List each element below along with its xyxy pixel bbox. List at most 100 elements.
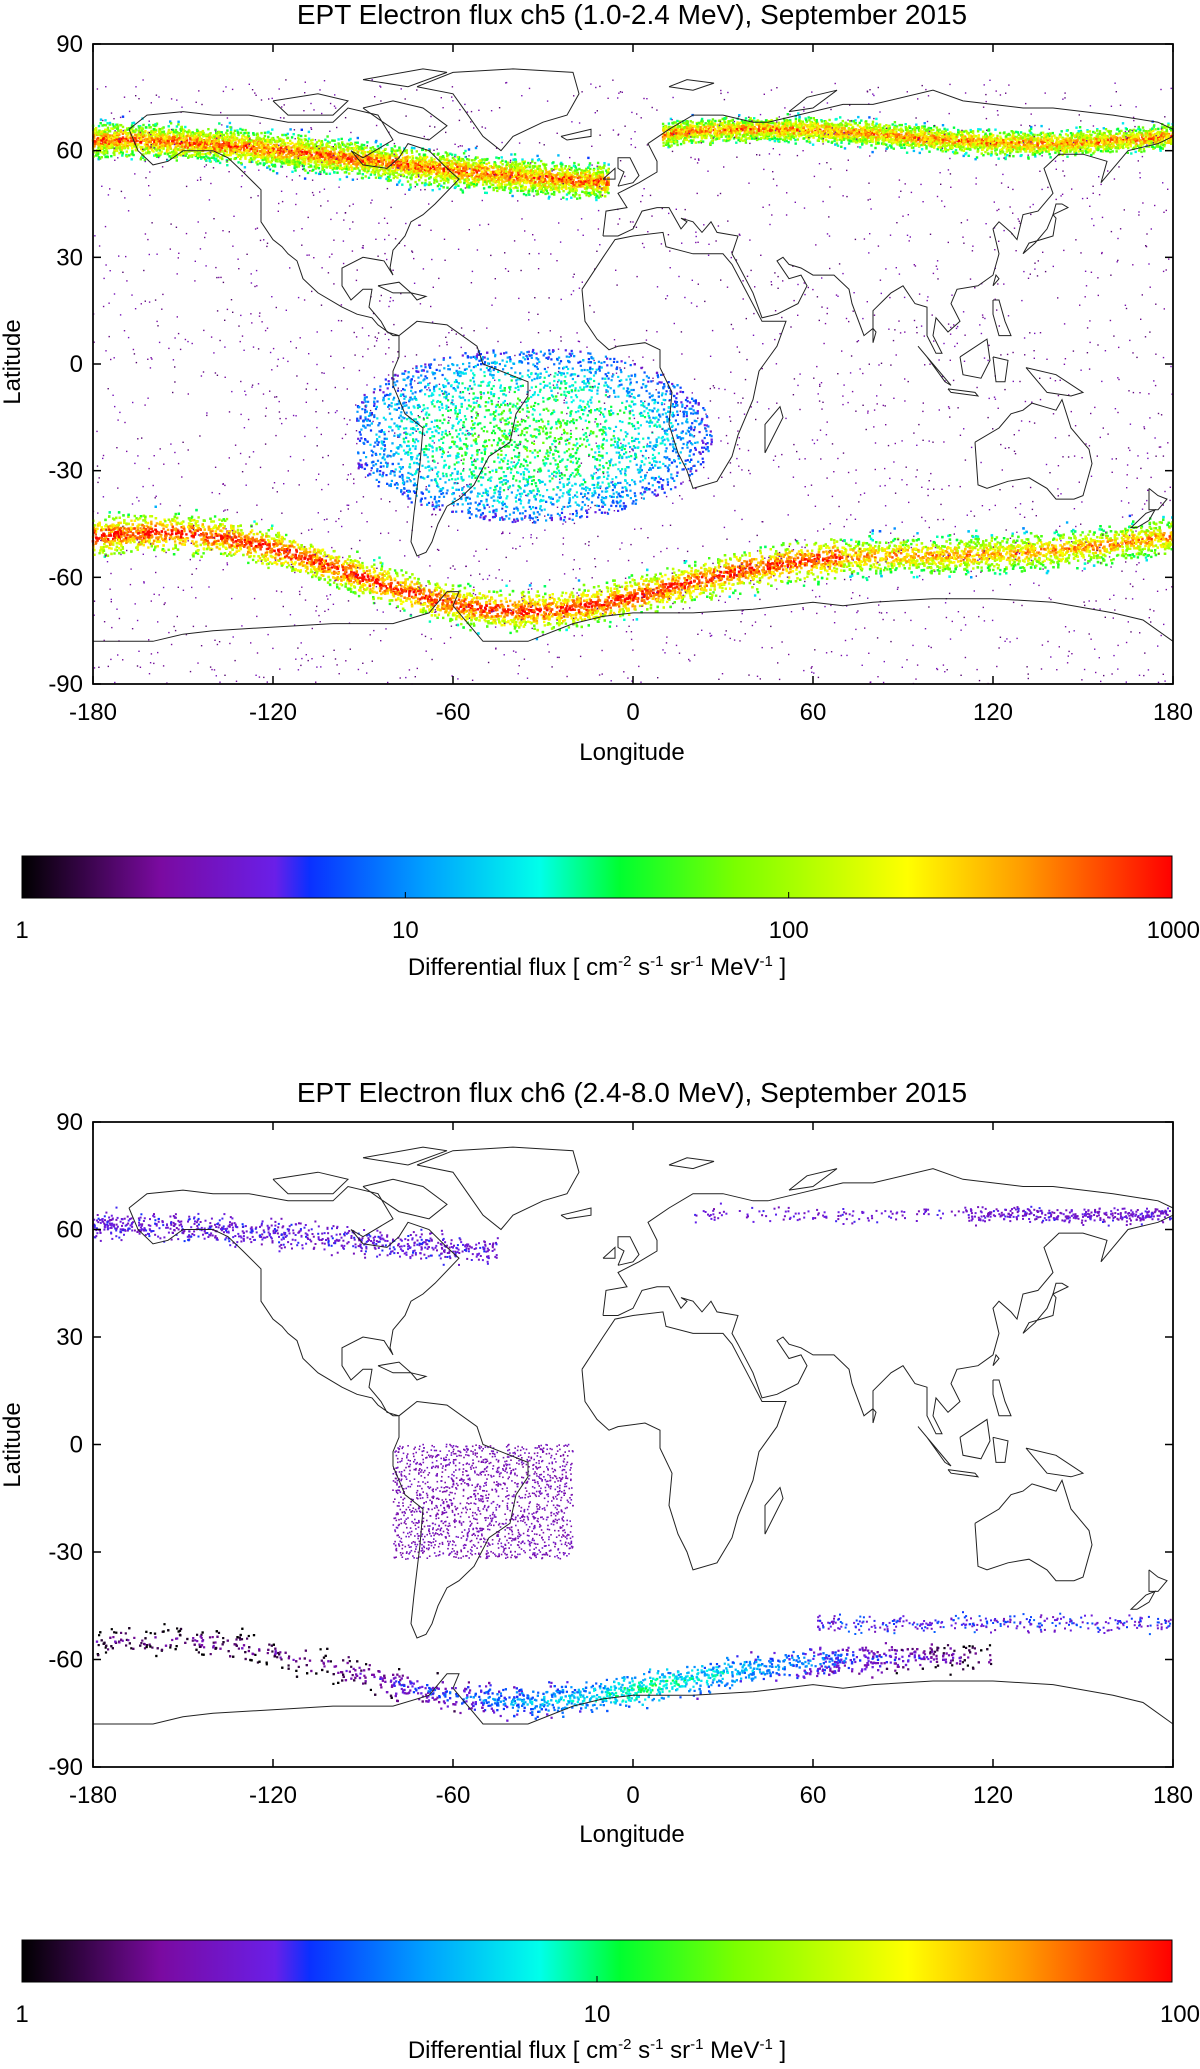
flux-cell [496,613,499,616]
flux-cell [806,549,809,553]
flux-cell [1076,552,1079,555]
flux-cell [577,579,581,582]
flux-cell [699,584,702,587]
flux-cell [399,581,403,584]
flux-cell [540,613,543,617]
flux-cell [891,556,894,559]
flux-cell [695,595,698,599]
flux-cell [160,537,164,540]
flux-cell [721,575,724,578]
flux-cell [803,577,806,580]
flux-cell [875,572,878,575]
flux-cell [457,598,461,601]
flux-cell [638,604,642,608]
flux-cell [910,542,913,546]
flux-cell [721,586,724,590]
flux-cell [824,569,827,572]
flux-cell [753,594,757,597]
flux-cell [335,583,339,586]
flux-cell [408,592,411,595]
flux-cell [590,613,594,616]
flux-cell [609,589,613,593]
flux-cell [508,608,512,611]
flux-cell [300,546,303,549]
flux-cell [147,546,150,549]
flux-cell [428,620,432,623]
flux-cell [396,574,399,578]
flux-cell [778,561,781,565]
flux-cell [379,589,382,593]
flux-cell [782,568,785,571]
flux-cell [666,600,669,604]
flux-cell [509,599,512,603]
flux-cell [848,553,852,556]
flux-cell [309,564,313,567]
flux-cell [119,548,123,552]
flux-cell [938,572,941,575]
flux-cell [530,602,534,605]
flux-cell [306,558,310,561]
flux-cell [308,547,311,550]
flux-cell [400,569,403,572]
flux-cell [1083,567,1086,570]
flux-cell [219,552,223,555]
flux-cell [609,587,613,590]
flux-cell [1133,547,1136,550]
flux-cell [977,548,980,551]
flux-cell [667,577,670,581]
flux-cell [133,514,136,518]
flux-cell [499,589,502,592]
flux-cell [388,602,392,606]
flux-cell [618,605,621,608]
flux-cell [185,533,188,536]
flux-cell [673,571,676,574]
flux-cell [1112,558,1115,561]
flux-cell [711,581,715,585]
flux-cell [437,613,441,616]
flux-cell [1121,552,1125,556]
flux-cell [442,599,445,602]
chart1-title: EPT Electron flux ch5 (1.0-2.4 MeV), Sep… [297,0,967,30]
flux-cell [895,567,898,570]
flux-cell [1056,533,1060,536]
flux-cell [374,574,377,577]
flux-cell [708,557,711,560]
flux-cell [748,552,751,555]
flux-cell [710,598,713,601]
flux-cell [212,520,215,523]
flux-cell [677,580,680,583]
flux-cell [924,545,928,549]
flux-cell [360,584,363,587]
flux-cell [588,597,592,601]
flux-cell [741,554,744,557]
flux-cell [982,540,985,543]
flux-cell [218,518,221,521]
flux-cell [202,552,205,555]
flux-cell [609,620,612,624]
flux-cell [998,572,1002,576]
flux-cell [882,568,886,572]
flux-cell [190,515,194,518]
flux-cell [666,567,669,570]
flux-cell [622,611,625,614]
flux-cell [674,574,678,577]
flux-cell [110,547,113,550]
flux-cell [1008,559,1011,562]
flux-cell [253,520,256,523]
flux-cell [191,540,194,543]
flux-cell [802,584,806,587]
flux-cell [833,577,837,580]
flux-cell [825,577,829,580]
flux-cell [513,601,517,604]
flux-cell [285,533,288,537]
flux-cell [680,573,683,576]
flux-cell [393,569,397,572]
flux-cell [1150,555,1153,559]
flux-cell [469,584,472,588]
flux-cell [684,601,687,604]
flux-cell [512,608,515,612]
flux-cell [488,606,491,609]
flux-cell [759,546,762,549]
flux-cell [464,615,467,619]
flux-cell [341,564,344,567]
